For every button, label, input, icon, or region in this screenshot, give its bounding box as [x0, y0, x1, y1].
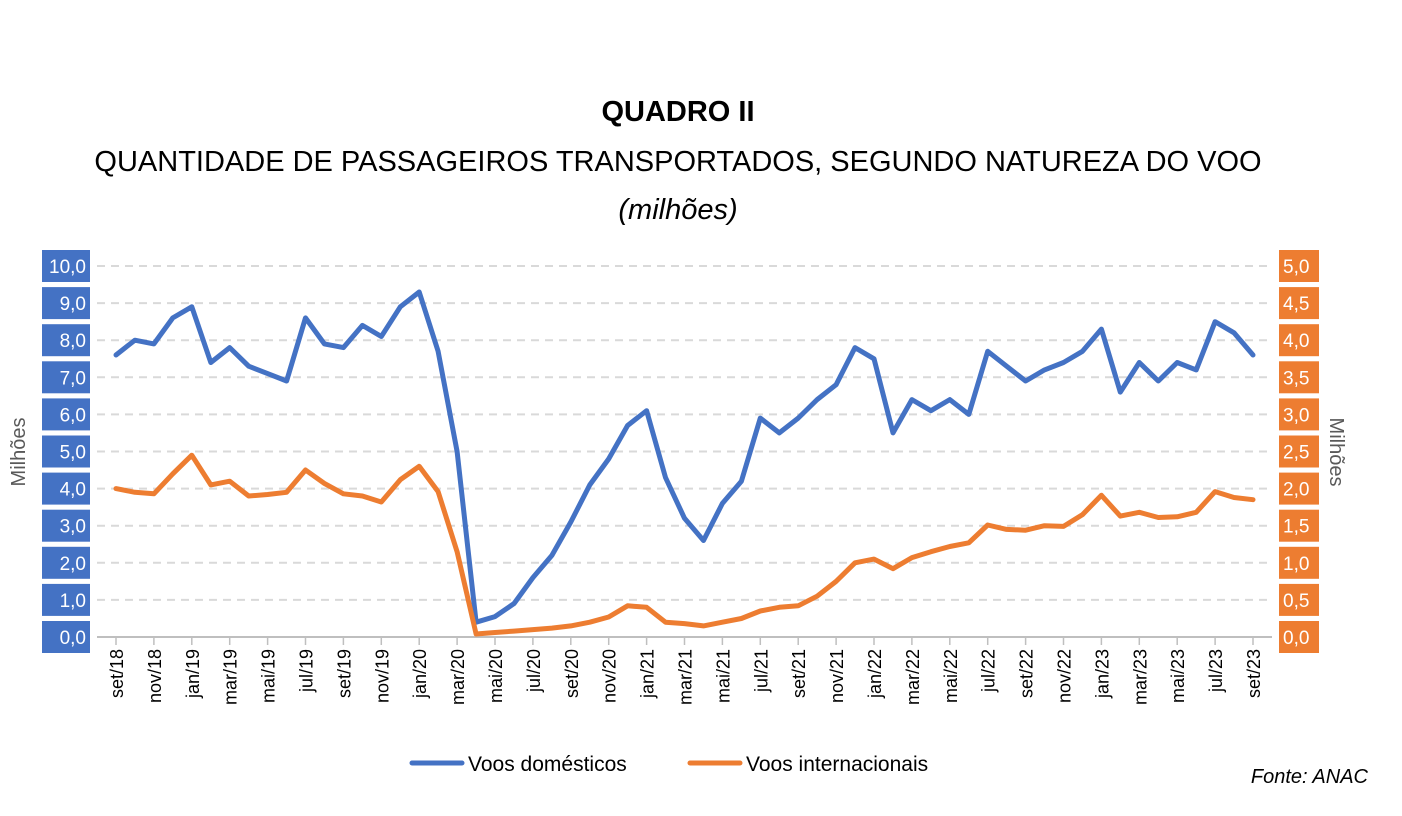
chart-title: QUADRO II	[601, 96, 755, 128]
chart-subtitle: QUANTIDADE DE PASSAGEIROS TRANSPORTADOS,…	[94, 146, 1262, 178]
right-tick-label: 2,5	[1283, 443, 1309, 464]
x-tick-label: jan/22	[865, 649, 885, 699]
left-tick-bg	[42, 472, 90, 505]
right-tick-bg	[1279, 287, 1319, 320]
left-tick-bg	[42, 398, 90, 431]
right-tick-bg	[1279, 324, 1319, 357]
gridlines	[97, 265, 1272, 601]
right-tick-label: 5,0	[1283, 257, 1309, 278]
left-tick-label: 10,0	[49, 257, 86, 278]
right-tick-label: 0,5	[1283, 591, 1309, 612]
x-axis: set/18 nov/18 jan/19 mar/19 mai/19 jul/19 set/…	[97, 636, 1272, 705]
left-tick-label: 8,0	[60, 331, 86, 352]
left-tick-label: 3,0	[60, 517, 86, 538]
x-tick-label: set/18	[107, 649, 127, 698]
right-tick-bg	[1279, 621, 1319, 653]
right-tick-bg	[1279, 583, 1319, 616]
x-tick-label: mai/20	[486, 649, 506, 703]
right-tick-bg	[1279, 546, 1319, 579]
x-tick-label: jul/19	[297, 649, 317, 693]
x-tick-label: jan/19	[183, 649, 203, 699]
x-tick-label: set/21	[789, 649, 809, 698]
x-tick-label: nov/18	[145, 649, 165, 703]
left-tick-bg	[42, 361, 90, 394]
x-tick-label: jul/23	[1206, 649, 1226, 693]
right-tick-bg	[1279, 250, 1319, 282]
x-tick-label: mar/22	[903, 649, 923, 705]
left-axis-title: Milhões	[8, 418, 30, 487]
left-tick-bg	[42, 324, 90, 357]
x-tick-label: mar/21	[676, 649, 696, 705]
left-tick-label: 6,0	[60, 405, 86, 426]
right-tick-label: 4,0	[1283, 331, 1309, 352]
left-tick-bg	[42, 435, 90, 468]
right-tick-bg	[1279, 509, 1319, 542]
x-tick-label: set/20	[562, 649, 582, 698]
left-tick-bg	[42, 509, 90, 542]
left-tick-label: 9,0	[60, 294, 86, 315]
right-tick-bg	[1279, 435, 1319, 468]
x-tick-label: nov/19	[372, 649, 392, 703]
x-tick-label: set/19	[334, 649, 354, 698]
x-tick-label: mai/22	[941, 649, 961, 703]
left-tick-bg	[42, 621, 90, 653]
unit-note: (milhões)	[618, 194, 738, 226]
x-tick-label: mai/19	[259, 649, 279, 703]
legend-label: Voos internacionais	[746, 753, 928, 776]
right-axis: 0,0 0,5 1,0 1,5 2,0 2,5 3,0 3,5 4,0 4,5 5,0 Milhões	[1279, 250, 1347, 653]
right-tick-label: 3,0	[1283, 405, 1309, 426]
right-tick-label: 0,0	[1283, 628, 1309, 649]
domestic-flights-line	[113, 289, 1256, 625]
right-tick-label: 4,5	[1283, 294, 1309, 315]
x-tick-label: mai/21	[713, 649, 733, 703]
right-tick-bg	[1279, 472, 1319, 505]
left-tick-bg	[42, 250, 90, 282]
left-tick-bg	[42, 546, 90, 579]
left-tick-bg	[42, 583, 90, 616]
x-tick-label: nov/22	[1055, 649, 1075, 703]
left-tick-label: 4,0	[60, 480, 86, 501]
right-tick-bg	[1279, 361, 1319, 394]
x-tick-label: nov/20	[600, 649, 620, 703]
x-tick-label: nov/21	[827, 649, 847, 703]
x-tick-label: set/23	[1244, 649, 1264, 698]
left-tick-label: 0,0	[60, 628, 86, 649]
x-tick-label: set/22	[1017, 649, 1037, 698]
left-axis: 0,0 1,0 2,0 3,0 4,0 5,0 6,0 7,0 8,0 9,0 10,0 Milhõe…	[8, 250, 90, 653]
x-tick-label: mai/23	[1168, 649, 1188, 703]
left-tick-label: 2,0	[60, 554, 86, 575]
x-tick-label: jul/22	[979, 649, 999, 693]
legend-label: Voos domésticos	[468, 753, 627, 776]
right-tick-label: 1,0	[1283, 554, 1309, 575]
x-tick-label: mar/23	[1130, 649, 1150, 705]
series-lines	[113, 289, 1256, 637]
right-tick-label: 1,5	[1283, 517, 1309, 538]
right-tick-label: 3,5	[1283, 368, 1309, 389]
left-tick-label: 1,0	[60, 591, 86, 612]
x-tick-label: mar/20	[448, 649, 468, 705]
left-tick-label: 5,0	[60, 443, 86, 464]
source-note: Fonte: ANAC	[1250, 766, 1368, 788]
left-tick-label: 7,0	[60, 368, 86, 389]
right-axis-title: Milhões	[1325, 418, 1347, 487]
x-tick-label: jan/23	[1092, 649, 1112, 699]
legend: Voos domésticos Voos internacionais	[409, 753, 928, 776]
x-tick-label: mar/19	[221, 649, 241, 705]
x-tick-label: jan/20	[410, 649, 430, 699]
left-tick-bg	[42, 287, 90, 320]
x-tick-label: jul/20	[524, 649, 544, 693]
right-tick-label: 2,0	[1283, 480, 1309, 501]
right-tick-bg	[1279, 398, 1319, 431]
international-flights-line	[113, 452, 1256, 637]
x-tick-label: jan/21	[638, 649, 658, 699]
x-tick-label: jul/21	[751, 649, 771, 693]
